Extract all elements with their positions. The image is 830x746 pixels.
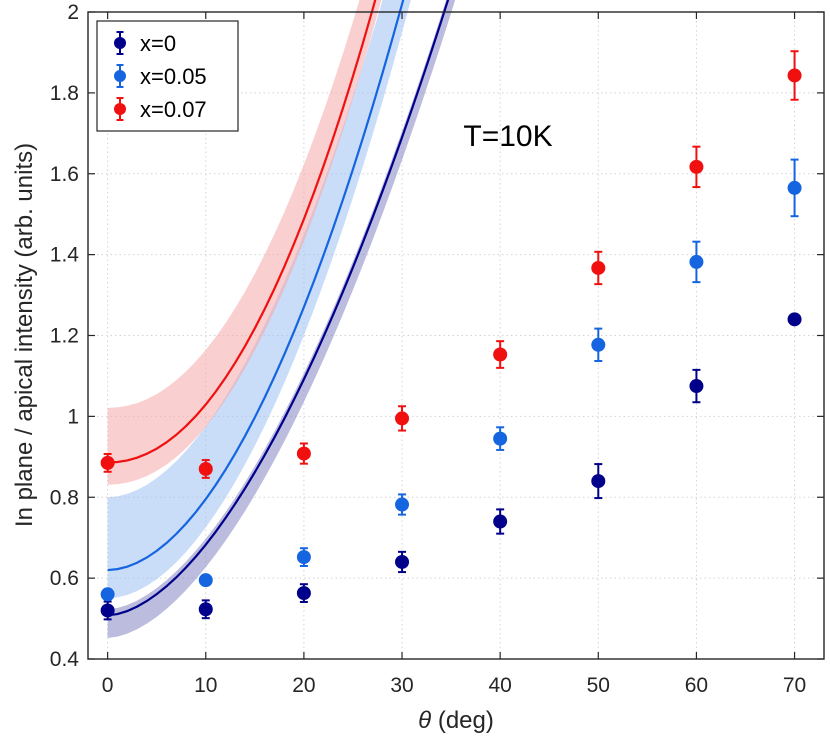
data-point [787, 312, 802, 327]
data-point [198, 573, 213, 588]
confidence-bands [107, 0, 456, 638]
data-point [787, 180, 802, 195]
legend-marker [114, 103, 126, 115]
y-tick-label: 1.8 [50, 82, 79, 105]
legend-label: x=0 [140, 31, 176, 56]
legend-marker [114, 37, 126, 49]
data-point [395, 497, 410, 512]
x-axis-label: (deg) [431, 707, 494, 734]
x-tick-label: 60 [685, 674, 708, 697]
data-point [100, 455, 115, 470]
data-point [591, 260, 606, 275]
data-point [198, 602, 213, 617]
data-point [689, 254, 704, 269]
y-tick-label: 1.4 [50, 244, 80, 267]
legend: x=0 x=0.05 x=0.07 [96, 20, 239, 132]
x-tick-label: 10 [194, 674, 217, 697]
data-point [493, 431, 508, 446]
data-point [198, 461, 213, 476]
x-tick-label: 40 [488, 674, 511, 697]
data-point [689, 159, 704, 174]
data-point [493, 514, 508, 529]
data-point [100, 603, 115, 618]
confidence-band-2 [107, 0, 382, 485]
y-tick-label: 1.2 [50, 325, 79, 348]
x-tick-label: 20 [292, 674, 315, 697]
y-tick-label: 1 [67, 405, 79, 428]
fit-curve-2 [107, 0, 377, 464]
fit-curve-1 [107, 0, 405, 572]
x-tick-label: 70 [783, 674, 806, 697]
data-point [591, 337, 606, 352]
data-point [591, 474, 606, 489]
y-axis-title: In plane / apical intensity (arb. units) [11, 143, 38, 527]
fit-curves [107, 0, 450, 617]
confidence-band-1 [107, 0, 411, 599]
y-tick-label: 0.8 [50, 486, 79, 509]
x-tick-label: 30 [390, 674, 413, 697]
y-tick-label: 0.6 [50, 567, 79, 590]
data-point [395, 411, 410, 426]
y-tick-label: 1.6 [50, 163, 79, 186]
data-point [100, 587, 115, 602]
data-point [689, 379, 704, 394]
data-point [395, 554, 410, 569]
fit-curve-0 [107, 0, 450, 617]
data-point [296, 586, 311, 601]
x-axis-symbol: θ [418, 707, 431, 734]
axis-ticks: 0 10 20 30 40 50 60 70 0.4 0.6 0.8 1 1.2 1.4 1.6 1.8 2 [50, 1, 824, 697]
x-tick-label: 0 [102, 674, 114, 697]
y-tick-label: 2 [67, 1, 79, 24]
legend-marker [114, 70, 126, 82]
temperature-annotation: T=10K [463, 120, 552, 153]
y-tick-label: 0.4 [50, 648, 80, 671]
data-point [787, 68, 802, 83]
x-axis-title: θ (deg) [418, 707, 494, 734]
data-point [296, 446, 311, 461]
legend-label: x=0.07 [140, 97, 207, 122]
data-point [296, 550, 311, 565]
x-tick-label: 50 [587, 674, 610, 697]
legend-label: x=0.05 [140, 64, 207, 89]
data-points [100, 50, 802, 621]
data-point [493, 347, 508, 362]
